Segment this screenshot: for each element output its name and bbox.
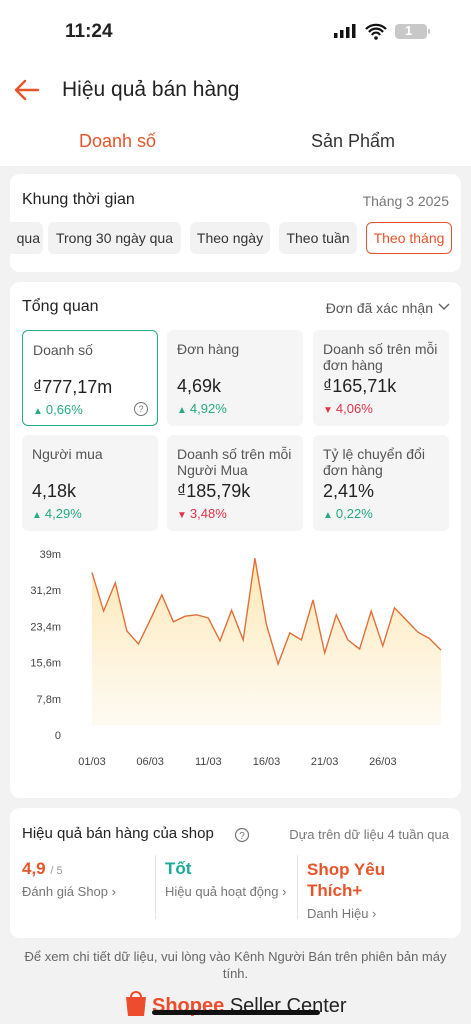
metric-card[interactable]: Đơn hàng 4,69k ▲ 4,92% [167,330,303,426]
metric-change: ▲ 4,92% [177,401,227,416]
metric-card[interactable]: Doanh số trên mỗi đơn hàng ₫165,71k ▼ 4,06% [313,330,449,426]
status-icons [334,23,430,40]
order-filter[interactable]: Đơn đã xác nhận [325,300,433,316]
trend-arrow: ▲ [33,406,43,417]
info-icon[interactable]: ? [134,402,148,416]
area [92,558,441,725]
section-title: Khung thời gian [22,191,135,208]
metric-label: Người mua [32,446,103,462]
change-text: 3,48% [189,506,227,521]
x-tick-label: 21/03 [311,756,339,768]
page-title: Hiệu quả bán hàng [62,78,240,101]
y-tick-label: 0 [55,730,61,742]
tab[interactable]: Sản Phẩm [310,131,396,151]
change-text: 0,22% [335,506,373,521]
divider [297,855,298,919]
trend-arrow: ▲ [32,510,42,521]
metric-value: 4,18k [32,481,77,501]
metric-label: Đơn hàng [177,341,240,357]
chip-row: qua Trong 30 ngày qua Theo ngày Theo tuầ… [10,0,461,280]
badge: Shop Yêu Thích+ [307,860,386,900]
battery-level: 1 [405,23,413,38]
y-tick-label: 31,2m [30,585,61,597]
performance: Tốt [165,859,192,878]
item-label[interactable]: Đánh giá Shop › [22,884,116,899]
trend-arrow: ▼ [323,405,333,416]
chip[interactable]: Theo ngày [190,222,270,254]
label-text: Đánh giá Shop [22,884,109,899]
change-text: 0,66% [45,402,83,417]
rating-value: 4,9 [22,859,46,878]
tab[interactable]: Doanh số [78,131,157,151]
metric-label: Doanh số [33,342,93,358]
section-title: Hiệu quả bán hàng của shop [22,825,214,842]
metric-change: ▲ 0,66% [33,402,83,417]
help-icon[interactable]: ? [234,827,250,843]
footer-note: Để xem chi tiết dữ liệu, vui lòng vào Kê… [24,949,447,981]
chart: 0 7,8m 15,6m 23,4m 31,2m 39m 01/03 06/03 11/03 16… [30,549,442,768]
item-label[interactable]: Danh Hiệu › [307,906,377,921]
label-text: Danh Hiệu [307,906,369,921]
change-text: 4,06% [335,401,373,416]
x-tick-label: 16/03 [253,756,281,768]
metric-value: ₫165,71k [323,376,397,396]
divider [155,855,156,919]
trend-arrow: ▲ [177,405,187,416]
metric-card[interactable]: Doanh số ₫777,17m ▲ 0,66%? [22,330,158,426]
change-text: 4,92% [189,401,227,416]
chip-selected[interactable]: Theo tháng [366,222,452,254]
rating: 4,9 / 5 [22,859,63,879]
metric-card[interactable]: Doanh số trên mỗi Người Mua ₫185,79k ▼ 3,48… [167,435,303,531]
shopee-logo [126,991,146,1016]
change-text: 4,29% [44,506,82,521]
item-label[interactable]: Hiệu quả hoạt động › [165,884,287,899]
trend-arrow: ▼ [177,510,187,521]
chevron [438,303,450,311]
shop-card [10,808,461,938]
note: Dựa trên dữ liệu 4 tuần qua [289,827,449,842]
metric-value: ₫777,17m [33,377,113,397]
y-tick-label: 7,8m [37,694,61,706]
trend-arrow: ▲ [323,510,333,521]
x-tick-label: 01/03 [78,756,106,768]
metric-card[interactable]: Người mua 4,18k ▲ 4,29% [22,435,158,531]
metric-change: ▼ 4,06% [323,401,373,416]
chip[interactable]: Trong 30 ngày qua [48,222,181,254]
metric-change: ▼ 3,48% [177,506,227,521]
status-time: 11:24 [65,21,113,42]
metric-value: 2,41% [323,481,375,501]
svg-text:?: ? [239,831,245,842]
metric-label: Doanh số trên mỗi đơn hàng [323,341,438,373]
metric-change: ▲ 4,29% [32,506,82,521]
label-text: Hiệu quả hoạt động [165,884,279,899]
x-tick-label: 11/03 [195,756,222,768]
chip[interactable]: Theo tuần [279,222,357,254]
metric-label: Doanh số trên mỗi Người Mua [177,446,292,478]
metric-value: 4,69k [177,376,222,396]
back-button[interactable] [12,78,42,102]
y-tick-label: 15,6m [30,658,61,670]
top-bar [0,0,471,166]
line [91,558,442,667]
x-tick-label: 26/03 [369,756,397,768]
metric-change: ▲ 0,22% [323,506,373,521]
metric-value: ₫185,79k [177,481,251,501]
metric-label: Tỷ lệ chuyển đổi đơn hàng [323,446,425,478]
y-tick-label: 23,4m [30,621,61,633]
chip[interactable]: qua [10,222,43,254]
period: Tháng 3 2025 [362,193,449,209]
metric-card[interactable]: Tỷ lệ chuyển đổi đơn hàng 2,41% ▲ 0,22% [313,435,449,531]
y-tick-label: 39m [40,549,61,561]
home-indicator [152,1010,320,1015]
rating-suffix: / 5 [50,865,63,877]
section-title: Tổng quan [22,298,99,315]
x-tick-label: 06/03 [136,756,164,768]
